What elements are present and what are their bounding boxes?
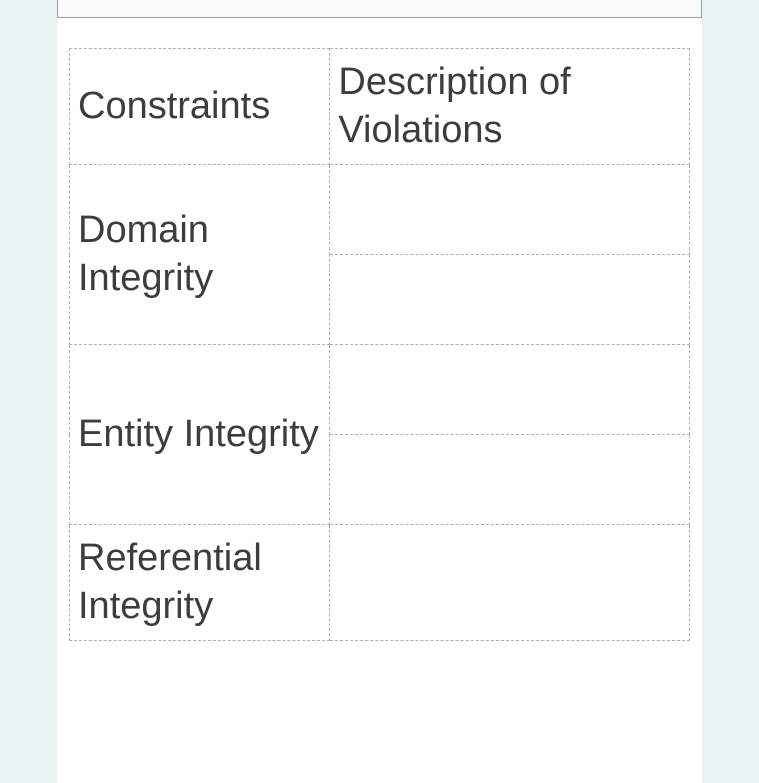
col-header-description: Description of Violations [330, 49, 690, 165]
cell-domain-2 [330, 255, 690, 345]
table-row: Entity Integrity [70, 345, 690, 435]
row-label-referential-integrity: Referential Integrity [70, 525, 330, 641]
page-card: Constraints Description of Violations Do… [57, 0, 702, 783]
cell-referential-1 [330, 525, 690, 641]
constraints-table-wrap: Constraints Description of Violations Do… [57, 18, 702, 641]
constraints-table: Constraints Description of Violations Do… [69, 48, 690, 641]
col-header-constraints: Constraints [70, 49, 330, 165]
table-row: Referential Integrity [70, 525, 690, 641]
table-header-row: Constraints Description of Violations [70, 49, 690, 165]
top-empty-box [57, 0, 702, 18]
table-row: Domain Integrity [70, 165, 690, 255]
row-label-entity-integrity: Entity Integrity [70, 345, 330, 525]
cell-domain-1 [330, 165, 690, 255]
row-label-domain-integrity: Domain Integrity [70, 165, 330, 345]
cell-entity-2 [330, 435, 690, 525]
cell-entity-1 [330, 345, 690, 435]
